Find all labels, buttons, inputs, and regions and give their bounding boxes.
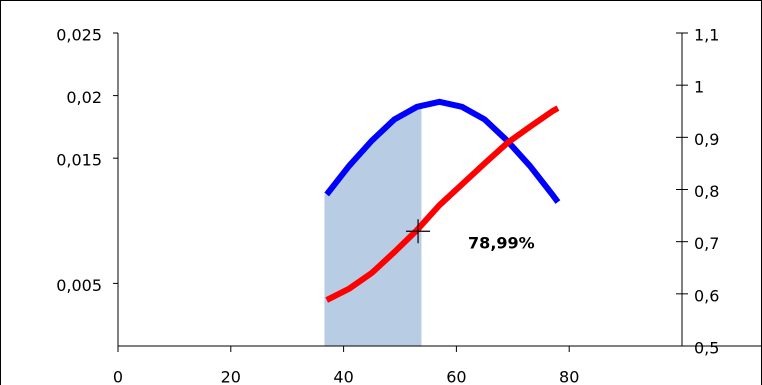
- y2-tick-label: 0,9: [694, 130, 719, 149]
- y2-tick-label: 0,7: [694, 234, 719, 253]
- y-tick-label: 0,015: [56, 151, 102, 170]
- x-tick-label: 60: [446, 368, 466, 385]
- x-tick-label: 40: [333, 368, 353, 385]
- y-tick-label: 0,025: [56, 26, 102, 45]
- annotation-label: 78,99%: [468, 234, 535, 253]
- y-tick-label: 0,005: [56, 276, 102, 295]
- crosshair: [406, 219, 431, 244]
- y-tick-label: 0,02: [66, 88, 102, 107]
- line-series: [325, 105, 560, 303]
- y2-tick-label: 1: [694, 78, 704, 97]
- y2-tick-label: 0,6: [694, 286, 719, 305]
- y2-tick-label: 0,8: [694, 182, 719, 201]
- x-tick-label: 20: [221, 368, 241, 385]
- y2-tick-label: 1,1: [694, 26, 719, 45]
- x-tick-label: 80: [559, 368, 579, 385]
- y2-tick-label: 0,5: [694, 339, 719, 358]
- line-series: [324, 98, 561, 204]
- x-tick-label: 0: [113, 368, 123, 385]
